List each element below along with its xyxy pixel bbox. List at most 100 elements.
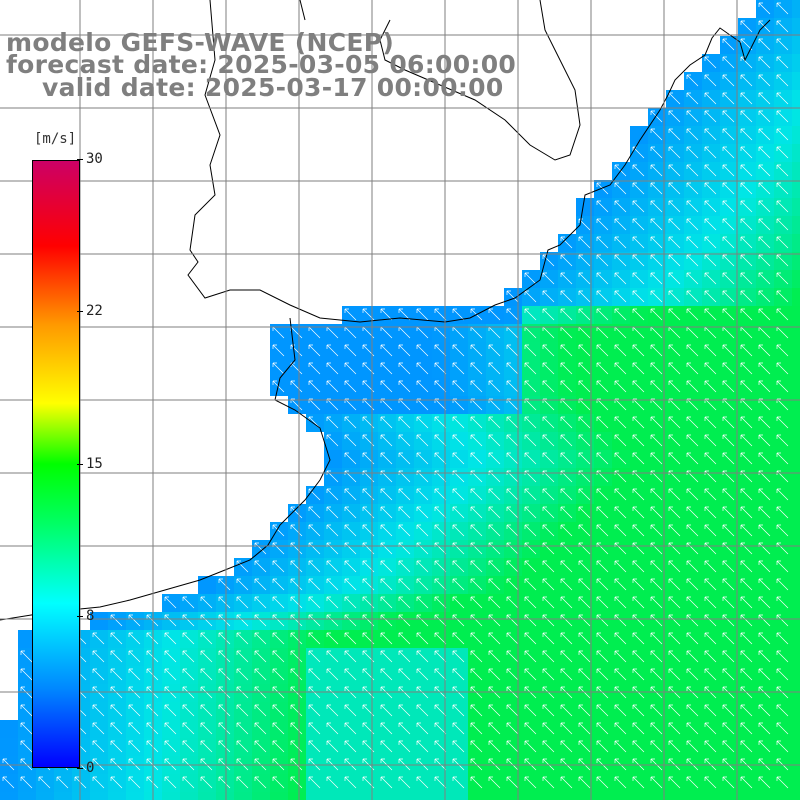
wind-cell bbox=[792, 270, 800, 288]
wind-arrow bbox=[614, 290, 627, 303]
wind-arrow bbox=[434, 776, 447, 789]
wind-arrow bbox=[470, 632, 483, 645]
wind-arrow bbox=[560, 524, 573, 537]
wind-arrow bbox=[704, 578, 717, 591]
wind-arrow bbox=[416, 434, 429, 447]
wind-arrow bbox=[560, 614, 573, 627]
wind-cell bbox=[612, 792, 630, 800]
wind-arrow bbox=[596, 452, 609, 465]
wind-arrow bbox=[470, 668, 483, 681]
wind-cell bbox=[792, 18, 800, 36]
wind-arrow bbox=[506, 632, 519, 645]
wind-arrow bbox=[632, 434, 645, 447]
wind-arrow bbox=[290, 704, 303, 717]
wind-arrow bbox=[650, 506, 663, 519]
wind-arrow bbox=[434, 560, 447, 573]
wind-arrow bbox=[398, 776, 411, 789]
wind-cell bbox=[108, 792, 126, 800]
wind-arrow bbox=[722, 92, 735, 105]
wind-cell bbox=[522, 792, 540, 800]
wind-arrow bbox=[704, 506, 717, 519]
wind-arrow bbox=[200, 632, 213, 645]
wind-arrow bbox=[722, 776, 735, 789]
wind-arrow bbox=[326, 650, 339, 663]
wind-arrow bbox=[488, 434, 501, 447]
wind-arrow bbox=[236, 650, 249, 663]
wind-arrow bbox=[650, 614, 663, 627]
wind-arrow bbox=[470, 380, 483, 393]
wind-arrow bbox=[110, 614, 123, 627]
wind-arrow bbox=[380, 596, 393, 609]
wind-cell bbox=[792, 522, 800, 540]
wind-arrow bbox=[470, 614, 483, 627]
wind-arrow bbox=[758, 740, 771, 753]
wind-arrow bbox=[92, 776, 105, 789]
wind-arrow bbox=[488, 614, 501, 627]
wind-arrow bbox=[650, 200, 663, 213]
wind-arrow bbox=[668, 416, 681, 429]
wind-arrow bbox=[596, 776, 609, 789]
wind-arrow bbox=[506, 596, 519, 609]
wind-arrow bbox=[722, 434, 735, 447]
wind-arrow bbox=[398, 560, 411, 573]
wind-arrow bbox=[344, 362, 357, 375]
wind-arrow bbox=[326, 776, 339, 789]
wind-arrow bbox=[632, 164, 645, 177]
wind-arrow bbox=[560, 362, 573, 375]
wind-arrow bbox=[542, 362, 555, 375]
wind-arrow bbox=[740, 110, 753, 123]
wind-arrow bbox=[398, 632, 411, 645]
wind-arrow bbox=[560, 650, 573, 663]
wind-arrow bbox=[776, 452, 789, 465]
wind-arrow bbox=[308, 614, 321, 627]
wind-arrow bbox=[434, 452, 447, 465]
wind-cell bbox=[540, 792, 558, 800]
wind-arrow bbox=[452, 452, 465, 465]
wind-arrow bbox=[740, 146, 753, 159]
wind-arrow bbox=[416, 704, 429, 717]
wind-cell bbox=[792, 414, 800, 432]
wind-arrow bbox=[254, 650, 267, 663]
wind-arrow bbox=[650, 182, 663, 195]
wind-arrow bbox=[380, 524, 393, 537]
wind-arrow bbox=[434, 506, 447, 519]
wind-arrow bbox=[542, 308, 555, 321]
wind-arrow bbox=[200, 722, 213, 735]
wind-arrow bbox=[416, 344, 429, 357]
wind-arrow bbox=[470, 452, 483, 465]
wind-arrow bbox=[506, 722, 519, 735]
wind-arrow bbox=[398, 362, 411, 375]
wind-arrow bbox=[452, 434, 465, 447]
wind-cell bbox=[774, 792, 792, 800]
wind-arrow bbox=[758, 434, 771, 447]
wind-arrow bbox=[542, 272, 555, 285]
wind-arrow bbox=[668, 236, 681, 249]
wind-arrow bbox=[524, 524, 537, 537]
wind-cell bbox=[18, 792, 36, 800]
wind-arrow bbox=[434, 632, 447, 645]
wind-arrow bbox=[758, 200, 771, 213]
wind-arrow bbox=[560, 308, 573, 321]
wind-arrow bbox=[524, 614, 537, 627]
wind-arrow bbox=[722, 200, 735, 213]
wind-cell bbox=[792, 702, 800, 720]
wind-arrow bbox=[758, 416, 771, 429]
wind-arrow bbox=[416, 578, 429, 591]
wind-arrow bbox=[686, 236, 699, 249]
wind-arrow bbox=[182, 614, 195, 627]
wind-arrow bbox=[650, 722, 663, 735]
wind-arrow bbox=[758, 560, 771, 573]
wind-arrow bbox=[182, 668, 195, 681]
wind-cell bbox=[792, 360, 800, 378]
wind-arrow bbox=[722, 614, 735, 627]
wind-arrow bbox=[686, 254, 699, 267]
wind-arrow bbox=[560, 254, 573, 267]
wind-arrow bbox=[344, 452, 357, 465]
wind-arrow bbox=[722, 38, 735, 51]
wind-arrow bbox=[614, 380, 627, 393]
wind-cell bbox=[324, 450, 342, 468]
wind-arrow bbox=[740, 92, 753, 105]
wind-arrow bbox=[452, 524, 465, 537]
wind-arrow bbox=[740, 200, 753, 213]
wind-cell bbox=[792, 792, 800, 800]
